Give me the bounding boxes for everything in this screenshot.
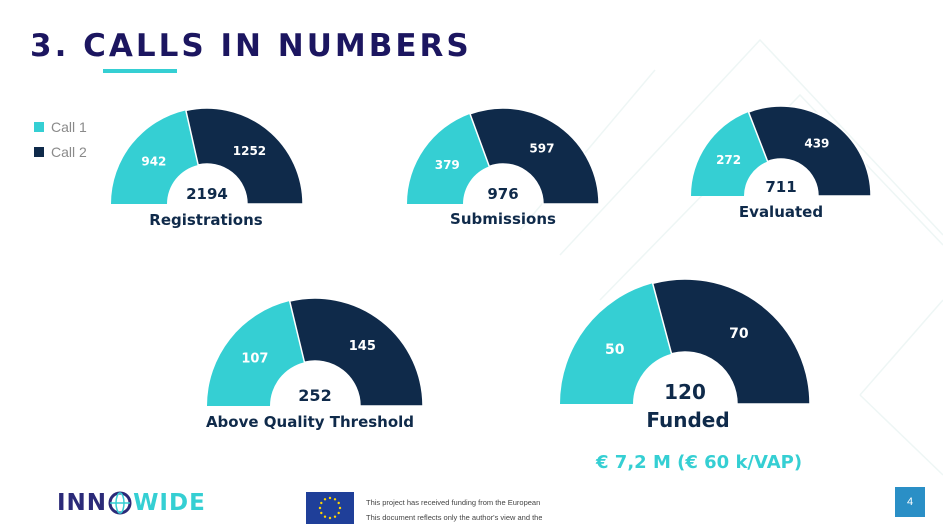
legend: Call 1 Call 2 xyxy=(34,114,87,164)
eu-flag-icon xyxy=(306,492,354,524)
total-registrations: 2194 xyxy=(186,185,228,203)
segment-call1-registrations xyxy=(111,110,199,204)
legend-item-call1: Call 1 xyxy=(34,114,87,139)
page-title: 3. CALLS IN NUMBERS xyxy=(30,28,472,64)
label-registrations: Registrations xyxy=(149,211,263,229)
label-submissions: Submissions xyxy=(450,210,556,228)
gauge-funded: 50 70 120 xyxy=(560,278,811,405)
gauge-registrations: 942 1252 2194 xyxy=(111,107,304,205)
value-call1-above-quality-threshold: 107 xyxy=(241,352,268,367)
gauge-evaluated-svg: 272 439 711 xyxy=(691,105,872,197)
logo-text-part1: INN xyxy=(57,490,108,516)
legend-label-call1: Call 1 xyxy=(51,118,87,135)
value-call1-funded: 50 xyxy=(605,342,625,358)
gauge-above-quality-threshold-svg: 107 145 252 xyxy=(207,297,424,407)
gauge-submissions-svg: 379 597 976 xyxy=(407,107,600,205)
segment-call2-funded xyxy=(651,278,811,405)
label-above-quality-threshold: Above Quality Threshold xyxy=(205,413,415,431)
value-call2-funded: 70 xyxy=(729,326,749,342)
eu-stars-icon xyxy=(318,496,342,520)
segment-call2-evaluated xyxy=(747,105,872,197)
gauge-submissions: 379 597 976 xyxy=(407,107,600,205)
label-funded: Funded xyxy=(646,408,730,432)
disclaimer-line-2: This document reflects only the author's… xyxy=(366,513,542,522)
gauge-registrations-svg: 942 1252 2194 xyxy=(111,107,304,205)
segment-call1-submissions xyxy=(407,113,490,204)
gauge-evaluated: 272 439 711 xyxy=(691,105,872,197)
value-call1-evaluated: 272 xyxy=(716,153,741,167)
legend-swatch-call1 xyxy=(34,121,44,132)
value-call2-evaluated: 439 xyxy=(804,137,829,151)
funding-note: € 7,2 M (€ 60 k/VAP) xyxy=(596,452,803,473)
segment-call2-submissions xyxy=(469,107,600,205)
segment-call1-funded xyxy=(560,283,672,404)
logo-text-part2: WIDE xyxy=(133,490,206,516)
legend-item-call2: Call 2 xyxy=(34,139,87,164)
value-call2-above-quality-threshold: 145 xyxy=(349,339,376,354)
legend-swatch-call2 xyxy=(34,146,44,157)
gauge-above-quality-threshold: 107 145 252 xyxy=(207,297,424,407)
segment-call2-above-quality-threshold xyxy=(288,297,424,407)
legend-label-call2: Call 2 xyxy=(51,143,87,160)
total-submissions: 976 xyxy=(487,185,518,203)
value-call2-registrations: 1252 xyxy=(233,144,266,158)
title-underline xyxy=(103,69,177,73)
total-evaluated: 711 xyxy=(765,178,796,196)
value-call1-registrations: 942 xyxy=(141,155,166,169)
value-call1-submissions: 379 xyxy=(435,158,460,172)
segment-call1-evaluated xyxy=(691,112,768,196)
total-funded: 120 xyxy=(664,380,706,404)
total-above-quality-threshold: 252 xyxy=(298,386,331,405)
funding-disclaimer: This project has received funding from t… xyxy=(366,495,542,525)
label-evaluated: Evaluated xyxy=(738,203,824,221)
disclaimer-line-1: This project has received funding from t… xyxy=(366,498,542,507)
page-number: 4 xyxy=(895,487,925,517)
segment-call1-above-quality-threshold xyxy=(207,301,305,406)
globe-icon xyxy=(108,491,132,515)
gauge-funded-svg: 50 70 120 xyxy=(560,278,811,405)
segment-call2-registrations xyxy=(184,107,304,205)
innowide-logo: INN WIDE xyxy=(57,490,206,516)
value-call2-submissions: 597 xyxy=(529,141,554,155)
